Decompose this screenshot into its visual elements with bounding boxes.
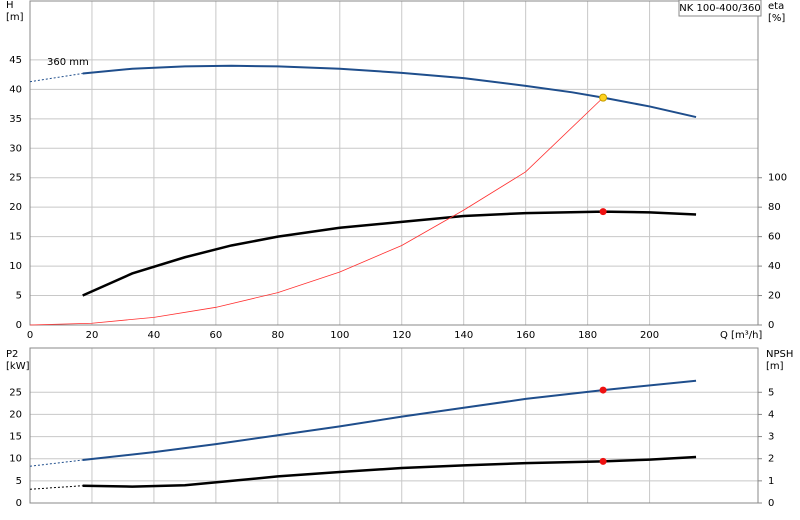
y-tick-label: 0 bbox=[16, 498, 22, 509]
curve bbox=[82, 379, 697, 462]
x-tick-label: 180 bbox=[578, 330, 597, 341]
y-axis-label: P2 bbox=[6, 349, 18, 360]
y2-tick-label: 4 bbox=[768, 409, 774, 420]
y2-tick-label: 1 bbox=[768, 476, 774, 487]
chart-title: NK 100-400/360 bbox=[679, 3, 760, 14]
y2-axis-label: NPSH bbox=[766, 349, 793, 360]
operating-point bbox=[599, 386, 607, 394]
y-tick-label: 5 bbox=[16, 476, 22, 487]
curve-label: 360 mm bbox=[47, 57, 89, 68]
x-tick-label: 160 bbox=[516, 330, 535, 341]
title-box bbox=[678, 0, 762, 17]
y2-axis-label: [m] bbox=[766, 361, 784, 372]
y-tick-label: 0 bbox=[16, 320, 22, 331]
y2-tick-label: 60 bbox=[768, 232, 781, 243]
y-tick-label: 15 bbox=[9, 432, 22, 443]
x-tick-label: 0 bbox=[27, 330, 33, 341]
y-tick-label: 45 bbox=[9, 55, 22, 66]
y-tick-label: 20 bbox=[9, 202, 22, 213]
y-axis-label: [kW] bbox=[6, 361, 30, 372]
y2-tick-label: 5 bbox=[768, 387, 774, 398]
y-tick-label: 35 bbox=[9, 114, 22, 125]
x-tick-label: 200 bbox=[640, 330, 659, 341]
y2-tick-label: 80 bbox=[768, 202, 781, 213]
y2-tick-label: 20 bbox=[768, 291, 781, 302]
x-tick-label: 140 bbox=[454, 330, 473, 341]
y2-tick-label: 0 bbox=[768, 320, 774, 331]
y2-tick-label: 0 bbox=[768, 498, 774, 509]
y-tick-label: 25 bbox=[9, 387, 22, 398]
curve bbox=[82, 210, 697, 297]
curve bbox=[82, 64, 697, 119]
y-tick-label: 20 bbox=[9, 409, 22, 420]
y2-tick-label: 100 bbox=[768, 173, 787, 184]
x-tick-label: 40 bbox=[148, 330, 161, 341]
y2-tick-label: 2 bbox=[768, 454, 774, 465]
x-axis-label: Q [m³/h] bbox=[720, 330, 762, 341]
x-tick-label: 80 bbox=[271, 330, 284, 341]
plot-frame bbox=[29, 347, 759, 504]
y2-tick-label: 40 bbox=[768, 261, 781, 272]
y-tick-label: 25 bbox=[9, 173, 22, 184]
y2-axis-label: [%] bbox=[768, 13, 785, 24]
operating-point bbox=[599, 93, 608, 102]
extrapolated-curve bbox=[29, 459, 83, 467]
y-tick-label: 40 bbox=[9, 84, 22, 95]
x-tick-label: 100 bbox=[330, 330, 349, 341]
curve bbox=[29, 97, 604, 326]
plot-frame bbox=[29, 0, 759, 326]
x-tick-label: 60 bbox=[210, 330, 223, 341]
y-tick-label: 15 bbox=[9, 232, 22, 243]
y-axis-label: H bbox=[6, 0, 14, 11]
curve bbox=[82, 455, 697, 488]
extrapolated-curve bbox=[29, 72, 83, 83]
y-tick-label: 10 bbox=[9, 261, 22, 272]
x-tick-label: 20 bbox=[86, 330, 99, 341]
x-tick-label: 120 bbox=[392, 330, 411, 341]
y-tick-label: 10 bbox=[9, 454, 22, 465]
y2-axis-label: eta bbox=[768, 1, 784, 12]
operating-point bbox=[599, 208, 607, 216]
extrapolated-curve bbox=[29, 485, 83, 490]
y-tick-label: 5 bbox=[16, 291, 22, 302]
y2-tick-label: 3 bbox=[768, 432, 774, 443]
y-axis-label: [m] bbox=[6, 12, 24, 23]
y-tick-label: 30 bbox=[9, 143, 22, 154]
operating-point bbox=[599, 457, 607, 465]
